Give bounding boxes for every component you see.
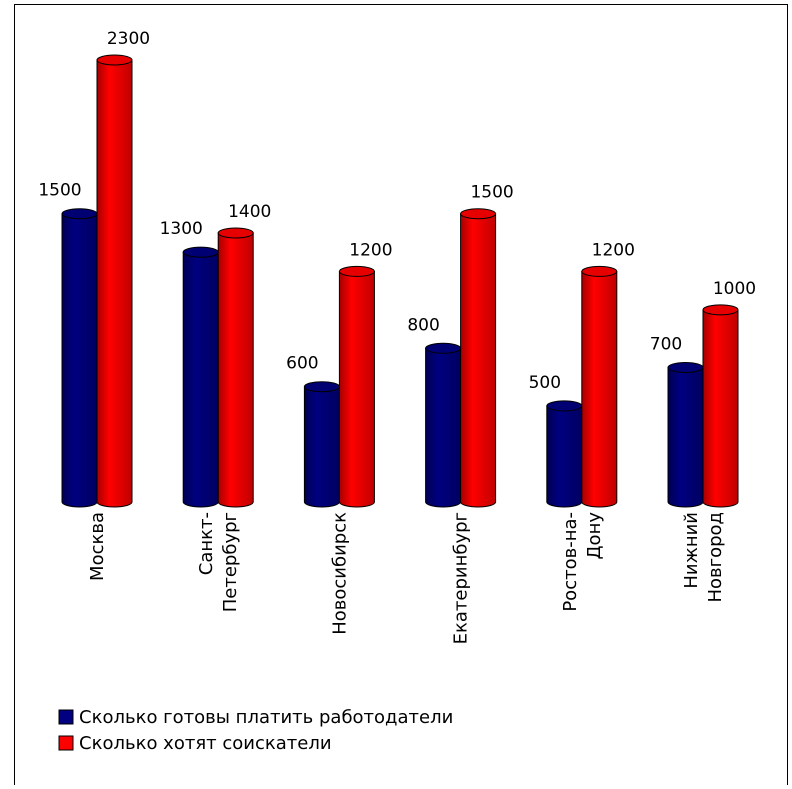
bar-applicants-1 bbox=[217, 232, 254, 508]
bar-employers-1 bbox=[182, 251, 219, 508]
bar-employers-3 bbox=[425, 347, 462, 508]
bar-cap-employers-0 bbox=[61, 208, 98, 220]
bar-cap-employers-3 bbox=[425, 342, 462, 354]
bar-applicants-4 bbox=[581, 270, 618, 508]
bar-employers-2 bbox=[303, 386, 340, 508]
value-label: 600 bbox=[286, 354, 318, 374]
bar-applicants-0 bbox=[96, 59, 133, 508]
bar-cap-applicants-5 bbox=[702, 304, 739, 316]
bar-cap-applicants-2 bbox=[338, 265, 375, 277]
category-label: Ростов-на- bbox=[560, 512, 581, 612]
value-label: 1400 bbox=[228, 202, 271, 222]
category-label: Санкт- bbox=[196, 512, 217, 575]
value-label: 800 bbox=[407, 315, 439, 335]
bar-employers-4 bbox=[546, 405, 583, 508]
category-labels-layer: Москва Санкт- Петербург Новосибирск Екатерин… bbox=[87, 512, 726, 645]
legend-label: Сколько хотят соискатели bbox=[79, 733, 332, 754]
bar-employers-0 bbox=[61, 213, 98, 508]
legend-label: Сколько готовы платить работодатели bbox=[79, 707, 453, 728]
value-label: 1200 bbox=[349, 240, 392, 260]
bar-cap-applicants-0 bbox=[96, 54, 133, 66]
bar-cap-employers-5 bbox=[667, 361, 704, 373]
value-label: 1300 bbox=[160, 219, 203, 239]
category-label: Петербург bbox=[220, 512, 241, 612]
category-label: Дону bbox=[584, 512, 605, 560]
value-label: 500 bbox=[529, 373, 561, 393]
category-label: Нижний bbox=[681, 512, 702, 589]
value-label: 1000 bbox=[713, 279, 756, 299]
bar-cap-employers-2 bbox=[303, 381, 340, 393]
value-label: 2300 bbox=[107, 29, 150, 49]
category-label: Екатеринбург bbox=[451, 512, 472, 644]
value-label: 700 bbox=[650, 334, 682, 354]
bar-cap-employers-1 bbox=[182, 246, 219, 258]
value-label: 1500 bbox=[38, 181, 81, 201]
value-label: 1500 bbox=[470, 183, 513, 203]
bar-applicants-3 bbox=[460, 213, 497, 508]
bar-cap-applicants-4 bbox=[581, 265, 618, 277]
bar-applicants-5 bbox=[702, 309, 739, 508]
legend-swatch bbox=[58, 709, 74, 725]
category-label: Москва bbox=[87, 512, 108, 581]
bars-layer bbox=[61, 54, 739, 508]
bar-cap-applicants-3 bbox=[460, 208, 497, 220]
value-label: 1200 bbox=[592, 240, 635, 260]
bar-cap-employers-4 bbox=[546, 400, 583, 412]
legend: Сколько готовы платить работодатели Сколь… bbox=[58, 707, 453, 754]
bar-employers-5 bbox=[667, 366, 704, 508]
bar-cap-applicants-1 bbox=[217, 227, 254, 239]
value-labels-layer: 1500 2300 1300 1400 600 1200 800 1500 500 1200 700… bbox=[38, 29, 756, 393]
chart-frame bbox=[14, 4, 788, 785]
category-label: Новосибирск bbox=[329, 512, 350, 635]
category-label: Новгород bbox=[705, 512, 726, 603]
legend-swatch bbox=[58, 735, 74, 751]
bar-applicants-2 bbox=[338, 270, 375, 508]
